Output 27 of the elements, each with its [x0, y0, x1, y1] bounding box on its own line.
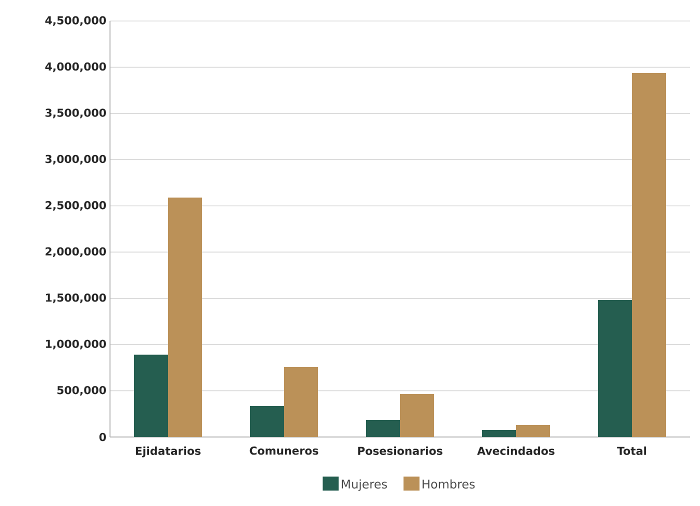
bar	[516, 424, 550, 437]
y-tick-label: 4,500,000	[45, 16, 106, 26]
x-tick-label: Comuneros	[250, 446, 318, 455]
y-tick-label: 1,000,000	[46, 340, 106, 350]
bar	[482, 430, 516, 437]
y-tick-label: 3,000,000	[46, 154, 106, 165]
x-tick-label: Avecindados	[477, 446, 554, 455]
bar	[598, 300, 632, 437]
y-tick-label: 500,000	[57, 386, 106, 396]
legend-label: Hombres	[422, 479, 475, 489]
x-tick-label: Posesionarios	[358, 446, 442, 455]
bar	[250, 406, 284, 437]
bar	[366, 420, 400, 437]
y-tick-label: 3,500,000	[46, 108, 106, 118]
y-tick-label: 4,000,000	[45, 62, 106, 72]
bar	[284, 367, 318, 437]
y-tick-label: 0	[99, 432, 106, 442]
x-tick-label: Ejidatarios	[136, 446, 201, 458]
legend-label: Mujeres	[342, 479, 387, 491]
bar	[632, 72, 666, 437]
y-tick-label: 1,500,000	[46, 293, 106, 304]
x-tick-label: Total	[617, 446, 646, 455]
bar	[134, 354, 168, 437]
y-tick-label: 2,500,000	[46, 201, 106, 211]
bar	[168, 198, 202, 437]
bar	[400, 394, 434, 437]
y-tick-label: 2,000,000	[46, 247, 106, 257]
